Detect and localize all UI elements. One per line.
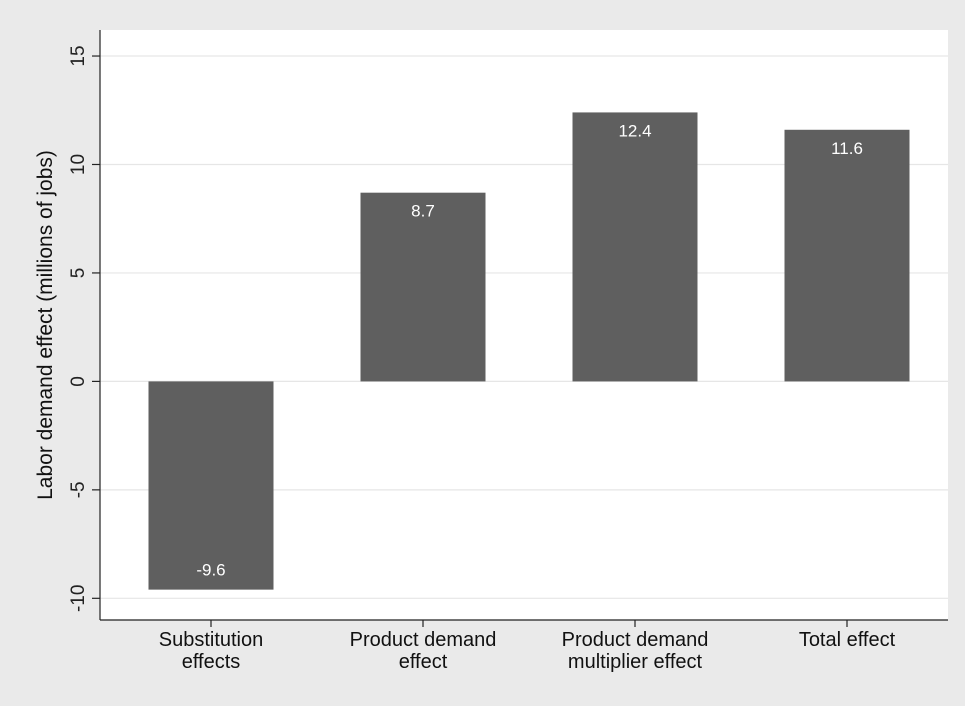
x-tick-label: Substitution effects — [159, 629, 264, 673]
data-labels: -9.6 8.7 12.4 11.6 — [196, 121, 863, 579]
y-axis: -10 -5 0 5 10 15 — [68, 30, 101, 620]
bar — [360, 192, 486, 382]
y-tick-label: 0 — [68, 376, 89, 387]
x-tick-label: Total effect — [799, 629, 896, 651]
y-tick-label: -5 — [68, 481, 89, 498]
y-tick-label: 15 — [68, 45, 89, 66]
x-tick-label: Product demand multiplier effect — [562, 629, 709, 673]
data-label: 12.4 — [618, 121, 651, 140]
x-tick-label: Product demand effect — [350, 629, 497, 673]
y-tick-label: 5 — [68, 268, 89, 279]
data-label: -9.6 — [196, 561, 225, 580]
bar — [148, 381, 274, 590]
x-axis: Substitution effects Product demand effect P… — [100, 619, 948, 673]
bars — [148, 112, 910, 590]
data-label: 11.6 — [831, 139, 863, 158]
y-tick-label: -10 — [68, 585, 89, 612]
y-tick-label: 10 — [68, 154, 89, 175]
bar — [572, 112, 698, 382]
y-axis-title: Labor demand effect (millions of jobs) — [34, 150, 57, 500]
data-label: 8.7 — [411, 202, 435, 221]
bar — [784, 129, 910, 382]
